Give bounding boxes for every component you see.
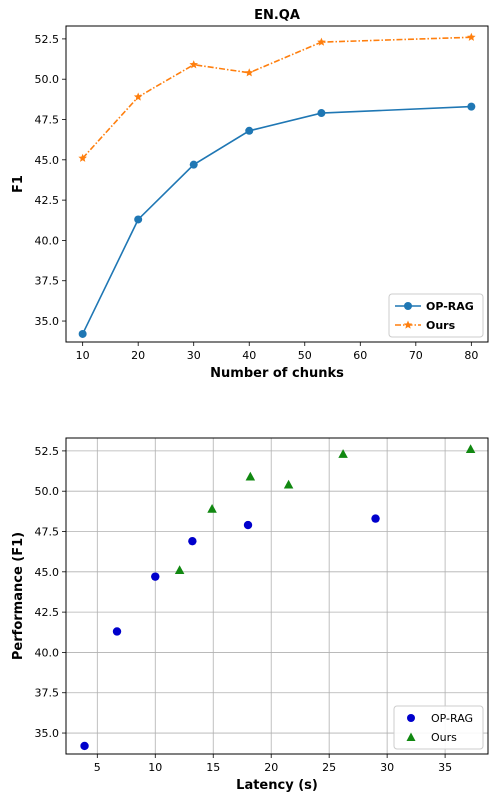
y-tick-label: 40.0	[35, 234, 60, 247]
legend-marker	[403, 320, 413, 329]
y-tick-label: 35.0	[35, 315, 60, 328]
x-tick-label: 60	[353, 349, 367, 362]
legend-item: OP-RAG	[395, 300, 474, 313]
x-tick-label: 80	[464, 349, 478, 362]
y-tick-label: 47.5	[35, 114, 60, 127]
y-axis-label: F1	[11, 175, 26, 193]
data-point	[283, 479, 294, 489]
data-point	[174, 565, 185, 574]
series-line	[82, 36, 472, 159]
series-line	[81, 105, 472, 335]
x-axis-label: Latency (s)	[236, 778, 318, 792]
legend-item: Ours	[395, 319, 456, 332]
x-axis-ticks: 10 20 30 40 50 60 70 80	[76, 342, 478, 362]
data-point	[134, 215, 143, 224]
y-tick-label: 45.0	[35, 154, 60, 167]
data-point	[465, 444, 476, 454]
x-tick-label: 10	[76, 349, 90, 362]
series-layer	[78, 32, 476, 338]
x-tick-label: 40	[242, 349, 256, 362]
y-tick-label: 40.0	[35, 646, 60, 659]
data-point	[467, 32, 476, 41]
data-point	[78, 329, 87, 338]
data-point	[245, 126, 254, 135]
data-point	[371, 514, 380, 523]
y-tick-label: 52.5	[35, 33, 60, 46]
data-point	[80, 741, 89, 751]
legend-marker	[404, 302, 412, 310]
data-point	[245, 471, 256, 481]
y-tick-label: 47.5	[35, 526, 60, 539]
series-layer	[80, 444, 476, 751]
x-axis-ticks: 5 10 15 20 25 30 35	[94, 754, 452, 774]
data-point	[317, 37, 326, 46]
legend-box	[393, 705, 484, 750]
legend-label: OP-RAG	[426, 300, 474, 313]
data-point	[189, 160, 198, 169]
x-tick-label: 35	[438, 761, 452, 774]
legend: OP-RAG Ours	[393, 705, 484, 750]
data-point	[244, 68, 254, 77]
plot-frame	[65, 437, 489, 755]
y-tick-label: 50.0	[35, 73, 60, 86]
x-tick-label: 10	[148, 761, 162, 774]
data-point	[151, 572, 160, 581]
plot-frame	[65, 25, 489, 343]
data-point	[112, 627, 122, 636]
scatter-chart-panel: 5 10 15 20 25 30 35 35.0 37.5 40.0 42.5 45.0 47.5 50…	[11, 437, 489, 792]
line-chart-panel: EN.QA 10 20 30 40 50 60 70 80 35.0 37.5 40.0 42.5 4…	[11, 8, 489, 381]
legend-marker	[407, 714, 415, 722]
y-axis-ticks: 35.0 37.5 40.0 42.5 45.0 47.5 50.0 52.5	[35, 33, 66, 328]
data-point	[188, 536, 197, 546]
y-tick-label: 35.0	[35, 727, 60, 740]
x-tick-label: 25	[322, 761, 336, 774]
legend-marker	[406, 732, 416, 741]
y-tick-label: 50.0	[35, 485, 60, 498]
y-axis-label: Performance (F1)	[11, 532, 26, 660]
y-tick-label: 52.5	[35, 445, 60, 458]
x-tick-label: 30	[187, 349, 201, 362]
y-tick-label: 42.5	[35, 606, 60, 619]
data-point	[338, 449, 348, 458]
data-point	[78, 153, 87, 162]
x-tick-label: 20	[131, 349, 145, 362]
x-tick-label: 50	[298, 349, 312, 362]
legend-label: Ours	[431, 731, 457, 744]
legend-item: OP-RAG	[407, 712, 473, 725]
data-point	[189, 60, 198, 69]
data-point	[317, 109, 326, 118]
x-axis-label: Number of chunks	[210, 366, 344, 381]
y-tick-label: 37.5	[35, 687, 60, 700]
data-point	[467, 102, 476, 111]
data-point	[243, 520, 253, 530]
y-tick-label: 42.5	[35, 194, 60, 207]
x-tick-label: 30	[380, 761, 394, 774]
legend: OP-RAG Ours	[388, 293, 484, 338]
data-point	[207, 503, 217, 513]
y-tick-label: 45.0	[35, 566, 60, 579]
legend-label: OP-RAG	[431, 712, 473, 725]
y-tick-label: 37.5	[35, 275, 60, 288]
legend-label: Ours	[426, 319, 456, 332]
x-tick-label: 15	[206, 761, 220, 774]
x-tick-label: 20	[264, 761, 278, 774]
y-axis-ticks: 35.0 37.5 40.0 42.5 45.0 47.5 50.0 52.5	[35, 445, 66, 740]
chart-title: EN.QA	[254, 8, 300, 23]
legend-box	[388, 293, 484, 338]
data-point	[133, 92, 143, 101]
x-tick-label: 70	[409, 349, 423, 362]
x-tick-label: 5	[94, 761, 101, 774]
legend-item: Ours	[406, 731, 457, 744]
